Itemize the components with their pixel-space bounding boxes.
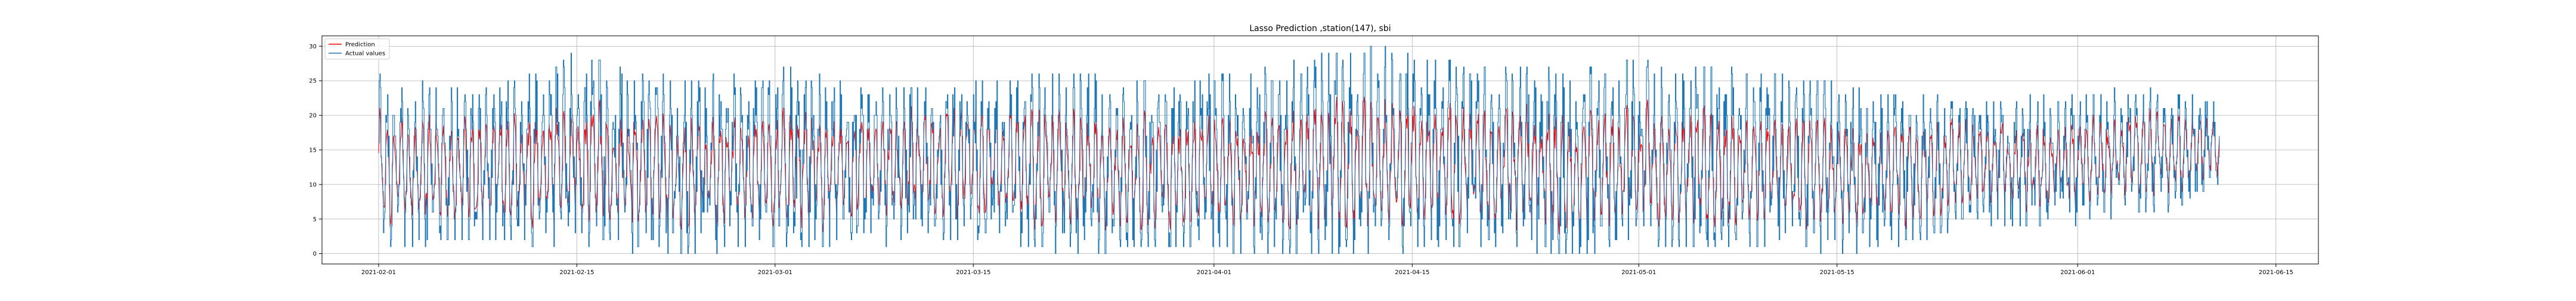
y-tick-label: 30 [309,44,317,50]
chart-title: Lasso Prediction ,station(147), sbi [1249,24,1391,33]
legend: Prediction Actual values [324,38,390,60]
series-line-actual [379,45,2220,254]
x-tick-label: 2021-03-15 [956,269,990,276]
x-tick-label: 2021-06-15 [2259,269,2293,276]
legend-label-actual: Actual values [345,51,385,57]
y-tick-label: 15 [309,148,317,154]
y-tick-label: 25 [309,78,317,85]
y-tick-label: 10 [309,182,317,188]
y-tick-label: 5 [313,216,317,223]
y-tick-label: 0 [313,251,317,257]
tick-layer: 2021-02-01 2021-02-15 2021-03-01 2021-03-15… [309,44,2293,276]
x-tick-label: 2021-02-01 [361,269,396,276]
x-tick-label: 2021-04-15 [1395,269,1429,276]
y-tick-label: 20 [309,113,317,119]
x-tick-label: 2021-05-15 [1820,269,1854,276]
x-tick-label: 2021-06-01 [2060,269,2095,276]
x-tick-label: 2021-05-01 [1621,269,1656,276]
x-tick-label: 2021-02-15 [559,269,594,276]
x-tick-label: 2021-04-01 [1197,269,1231,276]
series-layer [378,45,2220,254]
x-tick-label: 2021-03-01 [758,269,792,276]
legend-label-prediction: Prediction [345,42,375,48]
